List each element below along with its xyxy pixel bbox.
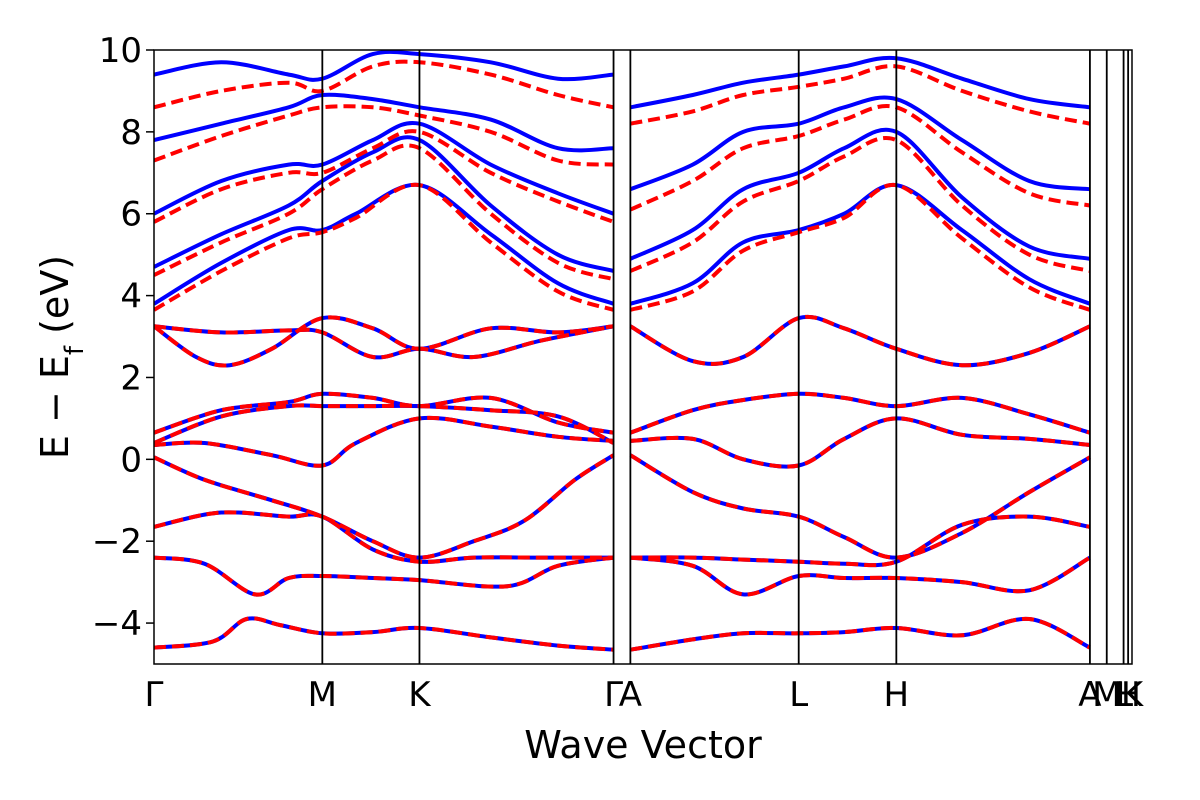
x-tick-label-3: Γ	[604, 675, 623, 715]
band-line-solid-16	[630, 514, 1091, 568]
band-line-solid-23	[629, 95, 1091, 192]
band-line-solid-11	[154, 120, 615, 216]
band-line-dashed-8	[154, 324, 614, 360]
band-line-dashed-21	[629, 183, 1091, 312]
band-line-dashed-24	[630, 64, 1091, 126]
x-tick-label-2: K	[408, 675, 432, 715]
band-line-solid-9	[154, 182, 615, 306]
band-line-dashed-5	[154, 391, 614, 435]
band-line-solid-18	[630, 416, 1091, 469]
x-tick-label-11: K	[1121, 675, 1145, 715]
y-tick-label-6: 8	[120, 113, 142, 153]
band-line-dashed-14	[630, 616, 1091, 652]
band-line-solid-4	[154, 415, 614, 468]
x-tick-label-10: H	[1115, 675, 1141, 715]
band-line-solid-12	[154, 92, 614, 153]
x-tick-label-5: L	[789, 675, 808, 715]
band-line-dashed-1	[154, 555, 614, 597]
y-tick-label-2: 0	[120, 440, 142, 480]
y-tick-label-4: 4	[120, 277, 142, 317]
y-tick-label-7: 10	[99, 31, 142, 71]
x-tick-label-0: Γ	[145, 675, 164, 715]
band-line-solid-20	[629, 314, 1091, 368]
band-line-dashed-16	[630, 514, 1091, 568]
x-tick-label-8: M	[1092, 675, 1121, 715]
band-line-dashed-11	[154, 129, 615, 224]
y-tick-label-0: −4	[92, 604, 142, 644]
band-line-dashed-6	[154, 403, 615, 445]
band-line-dashed-9	[154, 182, 615, 312]
band-line-dashed-23	[629, 104, 1091, 212]
y-tick-label-3: 2	[120, 358, 142, 398]
band-line-solid-22	[629, 127, 1091, 261]
band-line-solid-13	[154, 50, 614, 82]
band-line-dashed-10	[154, 143, 615, 282]
band-line-dashed-0	[154, 616, 614, 652]
y-tick-label-5: 6	[120, 195, 142, 235]
band-line-dashed-3	[154, 453, 615, 560]
band-line-dashed-15	[630, 555, 1091, 597]
x-axis-label: Wave Vector	[524, 723, 762, 767]
band-line-dashed-12	[154, 104, 614, 167]
band-line-dashed-18	[630, 416, 1091, 469]
band-line-solid-1	[154, 555, 614, 597]
x-tick-label-6: H	[884, 675, 910, 715]
plot-frame	[153, 49, 1133, 665]
band-line-solid-14	[630, 616, 1091, 652]
kpath-lines	[321, 50, 1130, 664]
x-tick-label-9: L	[1114, 675, 1133, 715]
band-line-dashed-17	[629, 453, 1091, 560]
band-line-solid-10	[154, 135, 615, 273]
bands-layer	[154, 50, 1091, 652]
x-tick-label-7: A	[1078, 675, 1101, 715]
band-line-dashed-4	[154, 415, 614, 468]
band-line-solid-24	[630, 55, 1091, 110]
band-line-dashed-7	[154, 315, 614, 368]
band-line-dashed-20	[629, 314, 1091, 368]
band-line-dashed-13	[154, 59, 614, 110]
y-tick-label-1: −2	[92, 522, 142, 562]
x-tick-label-1: M	[308, 675, 337, 715]
band-line-dashed-19	[629, 391, 1091, 435]
x-tick-label-4: A	[619, 675, 642, 715]
band-line-dashed-2	[154, 510, 614, 564]
band-line-solid-21	[629, 183, 1091, 306]
y-axis-label: E − Ef (eV)	[33, 255, 90, 459]
band-line-solid-17	[629, 453, 1091, 560]
band-line-dashed-22	[629, 136, 1091, 273]
y-axis: −4 −2 0 2 4 6 8 10	[92, 31, 154, 644]
